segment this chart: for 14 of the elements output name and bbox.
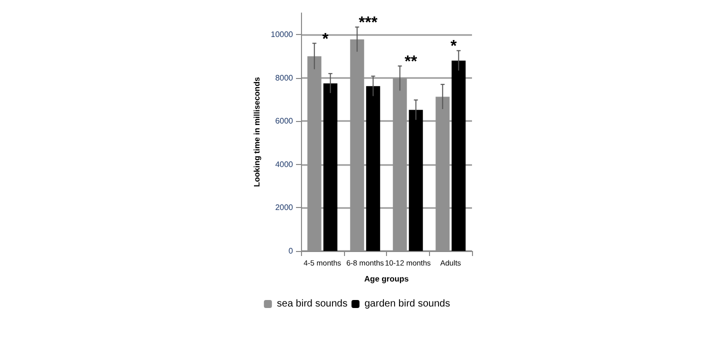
annotation: * [450,38,458,56]
y-tick-label: 8000 [275,73,294,82]
legend-label: sea bird sounds [276,298,348,310]
annotation: *** [358,14,378,32]
y-tick-label: 4000 [275,160,294,169]
y-axis-title: Looking time in milliseconds [252,76,262,187]
legend-label: garden bird sounds [364,298,450,310]
annotation: * [322,30,330,48]
y-tick-label: 0 [288,246,294,256]
annotation: ** [404,54,418,71]
x-axis-title: Age groups [364,274,410,284]
y-tick-label: 2000 [275,203,294,212]
y-tick-label: 10000 [270,30,294,40]
y-tick-label: 6000 [275,116,294,126]
